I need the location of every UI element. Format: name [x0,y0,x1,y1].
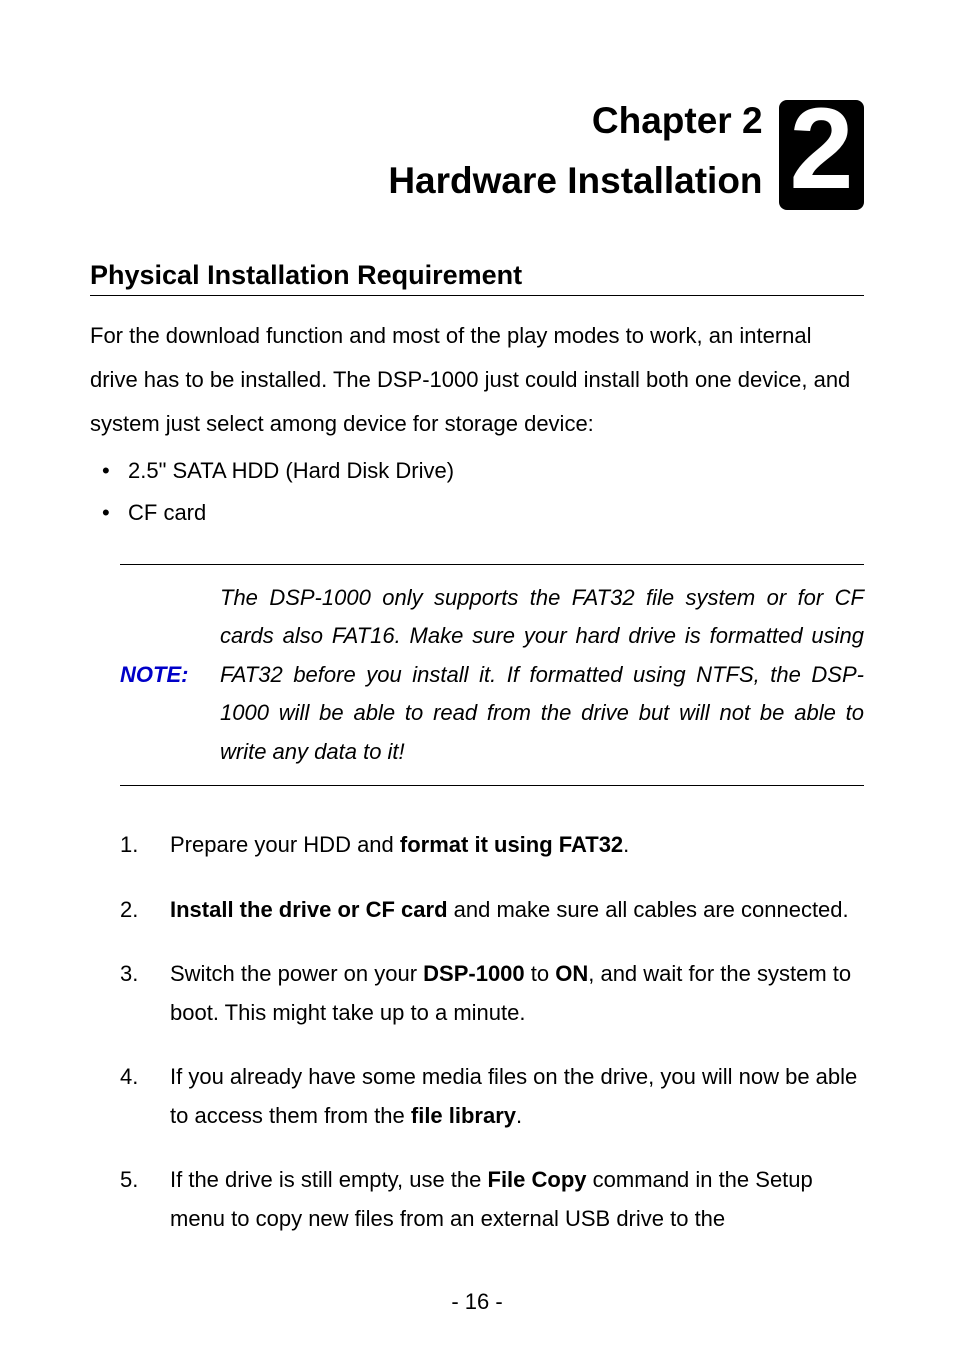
text-part: Prepare your HDD and [170,832,400,857]
page-number: - 16 - [451,1289,502,1315]
text-part: format it using FAT32 [400,832,623,857]
chapter-title: Hardware Installation [388,160,762,202]
section-title: Physical Installation Requirement [90,260,864,296]
bullet-item: 2.5" SATA HDD (Hard Disk Drive) [90,450,864,492]
text-part: to [525,961,556,986]
list-item: Install the drive or CF card and make su… [120,891,864,930]
chapter-number-box: 2 [779,100,864,210]
text-part: Switch the power on your [170,961,423,986]
chapter-header: Chapter 2 Hardware Installation 2 [90,100,864,210]
text-part: file library [411,1103,516,1128]
text-part: ON [555,961,588,986]
text-part: If the drive is still empty, use the [170,1167,488,1192]
text-part: and make sure all cables are connected. [448,897,849,922]
note-text: The DSP-1000 only supports the FAT32 fil… [220,579,864,772]
list-item: If you already have some media files on … [120,1058,864,1135]
chapter-label: Chapter 2 [388,100,762,142]
numbered-list: Prepare your HDD and format it using FAT… [120,826,864,1238]
section-intro: For the download function and most of th… [90,314,864,446]
bullet-item: CF card [90,492,864,534]
bullet-list: 2.5" SATA HDD (Hard Disk Drive) CF card [90,450,864,534]
note-label: NOTE: [120,662,220,688]
text-part: DSP-1000 [423,961,525,986]
note-box: NOTE: The DSP-1000 only supports the FAT… [120,564,864,787]
list-item: Prepare your HDD and format it using FAT… [120,826,864,865]
list-item: Switch the power on your DSP-1000 to ON,… [120,955,864,1032]
chapter-title-wrapper: Chapter 2 Hardware Installation [388,100,762,202]
chapter-number: 2 [790,97,854,202]
text-part: . [623,832,629,857]
text-part: File Copy [488,1167,587,1192]
text-part: Install the drive or CF card [170,897,448,922]
list-item: If the drive is still empty, use the Fil… [120,1161,864,1238]
text-part: . [516,1103,522,1128]
